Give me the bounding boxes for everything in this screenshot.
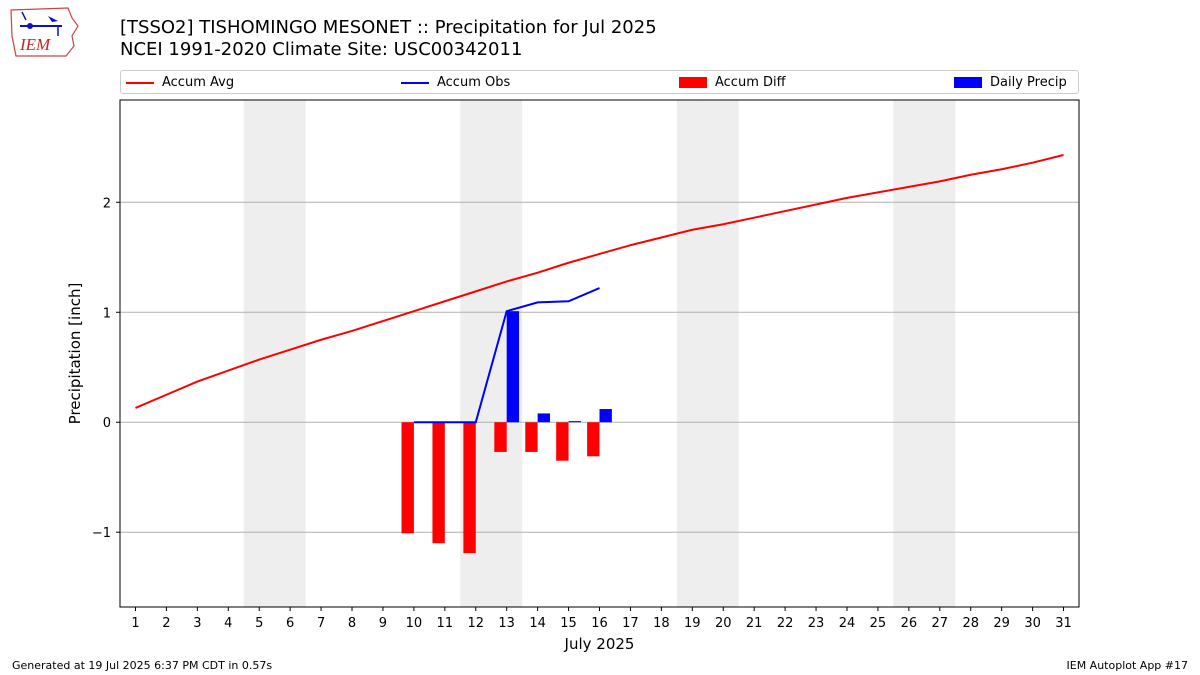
x-tick-label: 11 [437,616,454,631]
x-tick-label: 19 [684,616,701,631]
accum-diff-bar [432,422,445,544]
y-axis-label: Precipitation [inch] [66,283,84,425]
accum-avg-line [135,154,1064,409]
accum-diff-bar [401,422,414,534]
accum-diff-bar [556,422,569,461]
legend-label: Accum Obs [437,75,511,90]
x-tick-label: 7 [317,616,325,631]
x-tick-label: 21 [746,616,763,631]
x-tick-label: 24 [839,616,856,631]
lines-group [135,154,1064,424]
x-axis-label: July 2025 [564,635,635,653]
x-tick-label: 15 [560,616,577,631]
x-tick-label: 14 [529,616,546,631]
y-tick-label: 0 [103,416,111,431]
daily-precip-bar [599,409,612,423]
x-tick-label: 10 [406,616,423,631]
weekend-shade [243,100,306,607]
x-tick-label: 6 [286,616,294,631]
x-tick-label: 8 [348,616,356,631]
x-tick-label: 5 [255,616,263,631]
x-tick-label: 30 [1024,616,1041,631]
daily-precip-bar [568,421,581,423]
legend-swatch-box [954,77,982,88]
y-tick-label: 1 [103,306,111,321]
weekend-shading-group [243,100,956,607]
accum-obs-line [413,287,600,424]
legend-label: Daily Precip [990,75,1067,90]
x-tick-label: 4 [224,616,232,631]
x-tick-label: 17 [622,616,639,631]
x-tick-label: 13 [498,616,515,631]
x-tick-label: 29 [993,616,1010,631]
legend-label: Accum Diff [715,75,786,90]
x-tick-label: 26 [901,616,918,631]
x-tick-label: 12 [467,616,484,631]
legend-label: Accum Avg [162,75,235,90]
daily-precip-bar [506,311,520,423]
x-tick-label: 2 [162,616,170,631]
x-tick-label: 25 [870,616,887,631]
x-tick-label: 22 [777,616,794,631]
weekend-shade [676,100,739,607]
accum-diff-bar [494,422,507,452]
chart-subtitle: NCEI 1991-2020 Climate Site: USC00342011 [120,39,523,60]
x-tick-label: 20 [715,616,732,631]
chart-legend: Accum Avg Accum Obs Accum Diff Daily Pre… [120,70,1079,94]
footer-app-text: IEM Autoplot App #17 [1066,659,1189,672]
x-tick-label: 31 [1055,616,1072,631]
daily-precip-bar [537,413,551,423]
logo-text: IEM [19,35,51,54]
x-tick-label: 1 [131,616,139,631]
accum-diff-bar [463,422,476,554]
x-tick-label: 18 [653,616,670,631]
legend-swatch-line [401,82,429,84]
accum-diff-bar [525,422,538,452]
accum-diff-bar [587,422,600,457]
x-tick-label: 9 [379,616,387,631]
legend-swatch-box [679,77,707,88]
legend-swatch-line [126,82,154,84]
x-tick-label: 28 [962,616,979,631]
chart-title: [TSSO2] TISHOMINGO MESONET :: Precipitat… [120,17,657,38]
weekend-shade [893,100,956,607]
y-tick-label: −1 [92,526,111,541]
bars-group [401,311,612,554]
footer-generated-text: Generated at 19 Jul 2025 6:37 PM CDT in … [12,659,273,672]
x-tick-label: 23 [808,616,825,631]
x-tick-label: 27 [932,616,949,631]
x-tick-label: 16 [591,616,608,631]
iem-logo: IEM [8,6,80,60]
x-tick-label: 3 [193,616,201,631]
y-tick-label: 2 [103,196,111,211]
